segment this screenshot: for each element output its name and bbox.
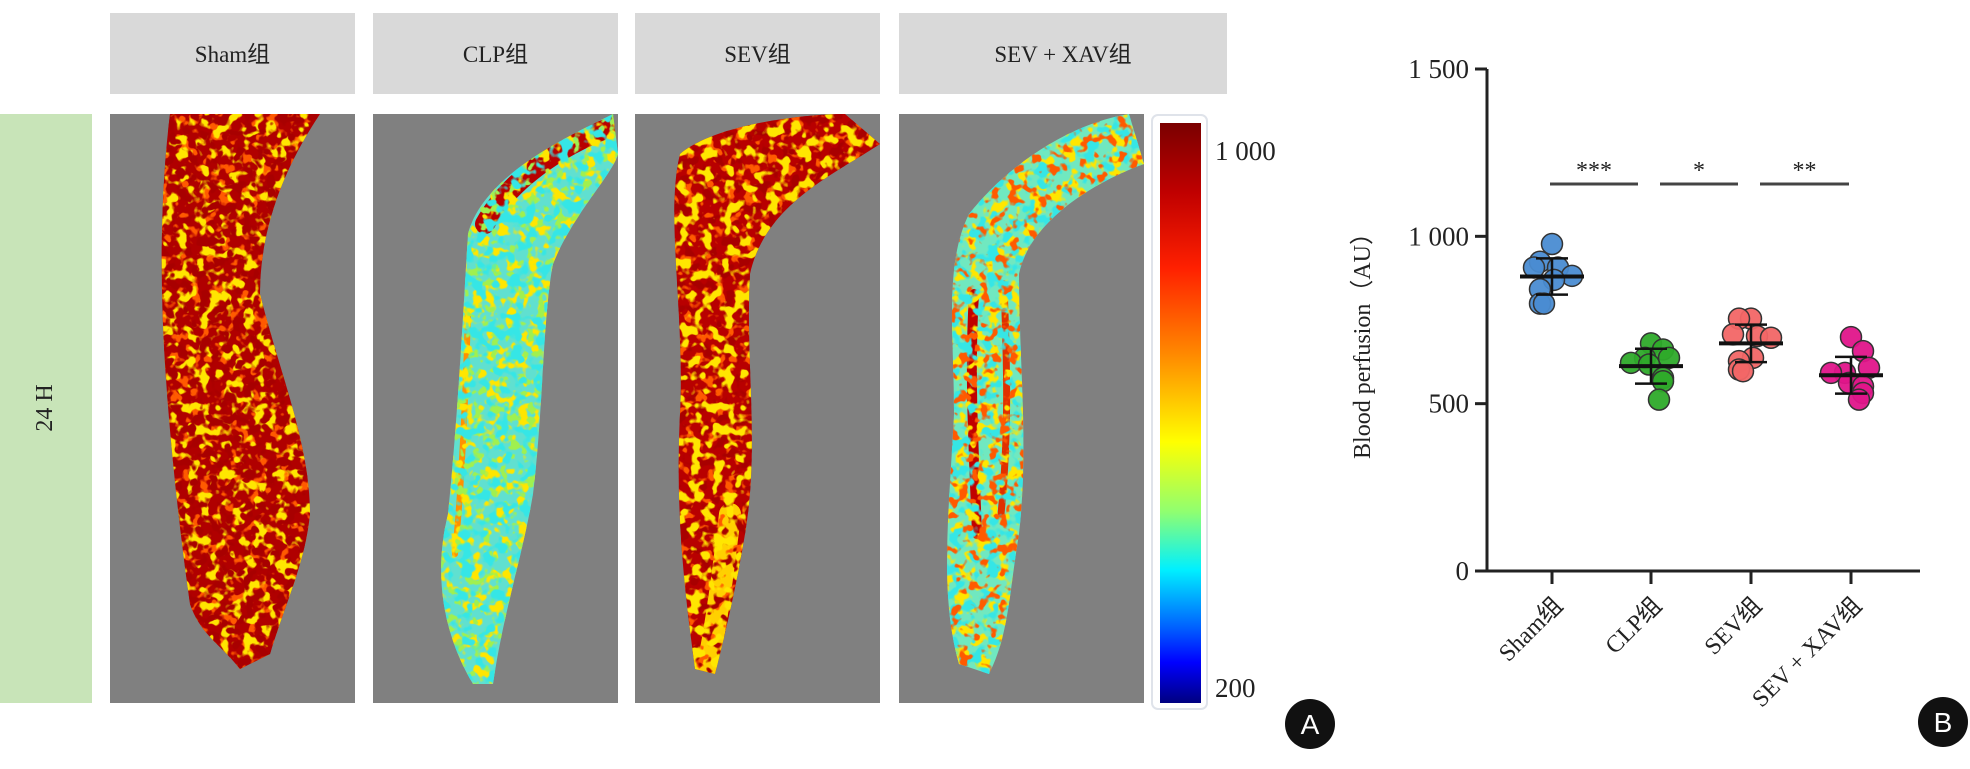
perfusion-image: [635, 114, 880, 703]
column-header-label: SEV组: [724, 42, 790, 67]
row-label-box: [0, 114, 92, 703]
perfusion-image: [373, 114, 618, 703]
data-point: [1532, 292, 1556, 315]
data-point: [1731, 359, 1755, 383]
column-header-label: Sham组: [195, 42, 270, 67]
panel-a-badge-label: A: [1301, 709, 1320, 740]
x-tick-label: CLP组: [1600, 592, 1667, 659]
data-point: [1657, 346, 1681, 370]
data-point: [1651, 369, 1675, 393]
series-1: [1619, 332, 1683, 411]
row-label: 24 H: [32, 384, 58, 431]
data-point: [1647, 388, 1671, 411]
y-tick-label: 0: [1456, 556, 1470, 586]
significance-label: ***: [1576, 158, 1612, 184]
colorbar-min-label: 200: [1215, 673, 1256, 703]
column-header-label: SEV + XAV组: [994, 42, 1131, 67]
colorbar: 1 000 200: [1151, 114, 1276, 710]
y-tick-label: 500: [1429, 389, 1470, 419]
colorbar-gradient: [1160, 123, 1201, 703]
column-header-label: CLP组: [463, 42, 528, 67]
significance-label: **: [1793, 158, 1817, 184]
y-tick-label: 1 500: [1408, 54, 1469, 84]
significance-label: *: [1693, 158, 1705, 184]
column-header: [899, 13, 1227, 94]
panel-b-badge: [1918, 697, 1968, 747]
series-0: [1520, 232, 1584, 315]
column-header: [373, 13, 618, 94]
colorbar-max-label: 1 000: [1215, 136, 1276, 166]
perfusion-image: [110, 114, 355, 703]
series-2: [1719, 307, 1783, 383]
panel-a: 24 H Sham组 CLP组 SEV组 SEV + XAV组 1 000 200 A: [0, 13, 1335, 749]
series-3: [1819, 325, 1883, 411]
column-header: [635, 13, 880, 94]
panel-b-badge-label: B: [1934, 707, 1953, 738]
y-axis-label: Blood perfusion（AU）: [1350, 221, 1376, 459]
data-point: [1540, 232, 1564, 256]
panel-b-chart: Blood perfusion（AU） B 0 500 1 000 1 500 Sham…: [1350, 54, 1968, 747]
x-tick-label: SEV组: [1699, 592, 1767, 660]
x-tick-label: Sham组: [1494, 592, 1569, 667]
column-header: [110, 13, 355, 94]
data-point: [1819, 361, 1843, 385]
perfusion-image: [899, 114, 1144, 703]
y-tick-label: 1 000: [1408, 221, 1469, 251]
panel-a-badge: [1285, 699, 1335, 749]
